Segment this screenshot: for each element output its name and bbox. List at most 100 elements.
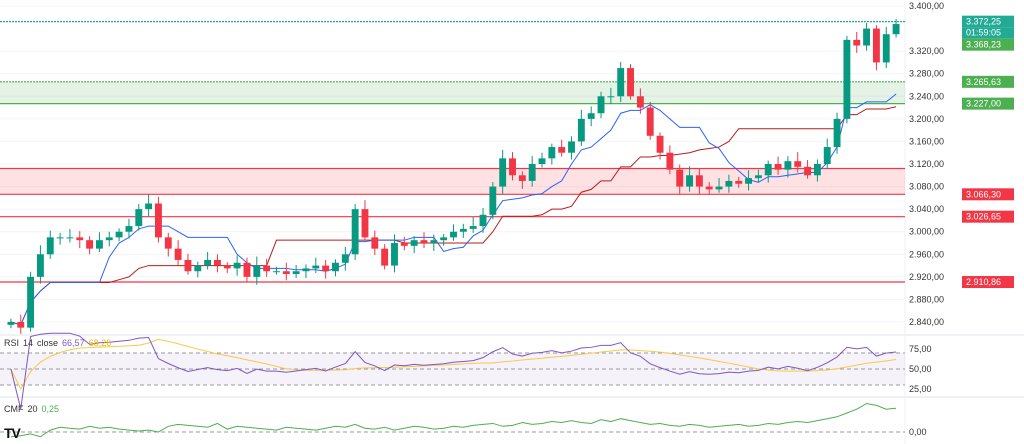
candle	[204, 259, 212, 266]
candle	[686, 175, 693, 187]
candle	[499, 158, 507, 187]
candle	[17, 322, 25, 328]
candle	[56, 237, 64, 239]
candle	[420, 240, 428, 244]
candle	[872, 28, 880, 63]
candle	[400, 243, 408, 246]
candle	[430, 240, 438, 244]
last-price-label: 3.368,23	[966, 40, 1001, 50]
level-label: 2.910,86	[966, 277, 1001, 287]
rsi-ma-line	[10, 338, 897, 391]
candle	[833, 118, 841, 148]
candle	[617, 68, 625, 97]
rsi-tick-label: 25,00	[909, 384, 932, 394]
candle	[76, 237, 84, 241]
candle	[794, 161, 802, 167]
candle	[518, 175, 526, 181]
price-tick-label: 3.120,00	[909, 159, 944, 169]
cmf-legend: CMF 20 0,25	[4, 404, 63, 414]
candle	[253, 265, 261, 277]
candle	[882, 34, 890, 63]
candle	[715, 186, 723, 190]
candle	[587, 113, 595, 119]
candle	[479, 214, 487, 227]
price-tick-label: 3.280,00	[909, 69, 944, 79]
price-zone	[0, 81, 905, 104]
last-price-badge	[962, 38, 1014, 51]
level-label: 3.066,30	[966, 189, 1001, 199]
candle	[223, 265, 231, 269]
cmf-tick-label: 0,00	[909, 427, 927, 437]
candle	[66, 237, 74, 239]
candle	[469, 226, 477, 229]
candle	[725, 180, 733, 187]
countdown-label: 01:59:05	[966, 28, 1001, 38]
candle	[459, 228, 467, 232]
candle	[528, 164, 536, 181]
candle	[784, 161, 792, 170]
level-label: 3.026,65	[966, 212, 1001, 222]
base-line	[10, 106, 897, 326]
price-tick-label: 3.200,00	[909, 114, 944, 124]
candle	[853, 39, 861, 46]
candle	[282, 271, 290, 275]
candle	[125, 226, 133, 232]
candle	[627, 68, 634, 97]
candle	[764, 164, 772, 176]
candle	[843, 39, 851, 119]
candle	[774, 164, 782, 170]
candle	[145, 203, 153, 210]
candle	[184, 259, 192, 272]
candle	[607, 96, 615, 98]
price-tick-label: 3.400,00	[909, 1, 944, 11]
candle	[754, 175, 762, 179]
price-tick-label: 3.040,00	[909, 204, 944, 214]
tradingview-logo[interactable]: TV	[4, 425, 21, 441]
candle	[322, 265, 330, 272]
candle	[509, 158, 516, 176]
rsi-source: close	[37, 338, 59, 348]
level-badge	[962, 75, 1014, 88]
countdown-badge	[962, 27, 1014, 39]
cmf-line	[10, 402, 897, 438]
cmf-length: 20	[27, 404, 38, 414]
candle	[489, 186, 497, 215]
candle	[95, 240, 103, 249]
level-badge	[962, 97, 1014, 110]
candle	[341, 254, 349, 263]
candle	[892, 24, 900, 35]
level-label: 3.227,00	[966, 99, 1001, 109]
rsi-length: 14	[23, 338, 34, 348]
rsi-title: RSI	[4, 338, 20, 348]
candle	[312, 265, 320, 269]
candle	[263, 265, 271, 272]
candle	[410, 240, 418, 246]
candle	[538, 158, 546, 165]
candle	[135, 209, 143, 227]
candle	[7, 322, 15, 325]
price-tick-label: 2.840,00	[909, 317, 944, 327]
candle	[666, 152, 674, 170]
candle	[804, 166, 812, 176]
candle	[695, 175, 703, 187]
candle	[558, 147, 566, 153]
price-tick-label: 3.080,00	[909, 182, 944, 192]
candle	[705, 186, 713, 190]
candle	[361, 209, 369, 238]
price-tick-label: 3.240,00	[909, 91, 944, 101]
candle	[391, 243, 398, 266]
price-tick-label: 2.960,00	[909, 249, 944, 259]
candle	[302, 268, 310, 272]
level-badge	[962, 210, 1014, 223]
candle	[194, 265, 202, 272]
candle	[292, 271, 300, 275]
candle	[823, 147, 831, 165]
rsi-line	[10, 332, 897, 410]
candle	[86, 240, 94, 249]
candle	[450, 231, 457, 238]
candle	[174, 248, 182, 260]
candle	[440, 237, 448, 241]
price-tick-label: 2.920,00	[909, 272, 944, 282]
candle	[105, 237, 113, 241]
